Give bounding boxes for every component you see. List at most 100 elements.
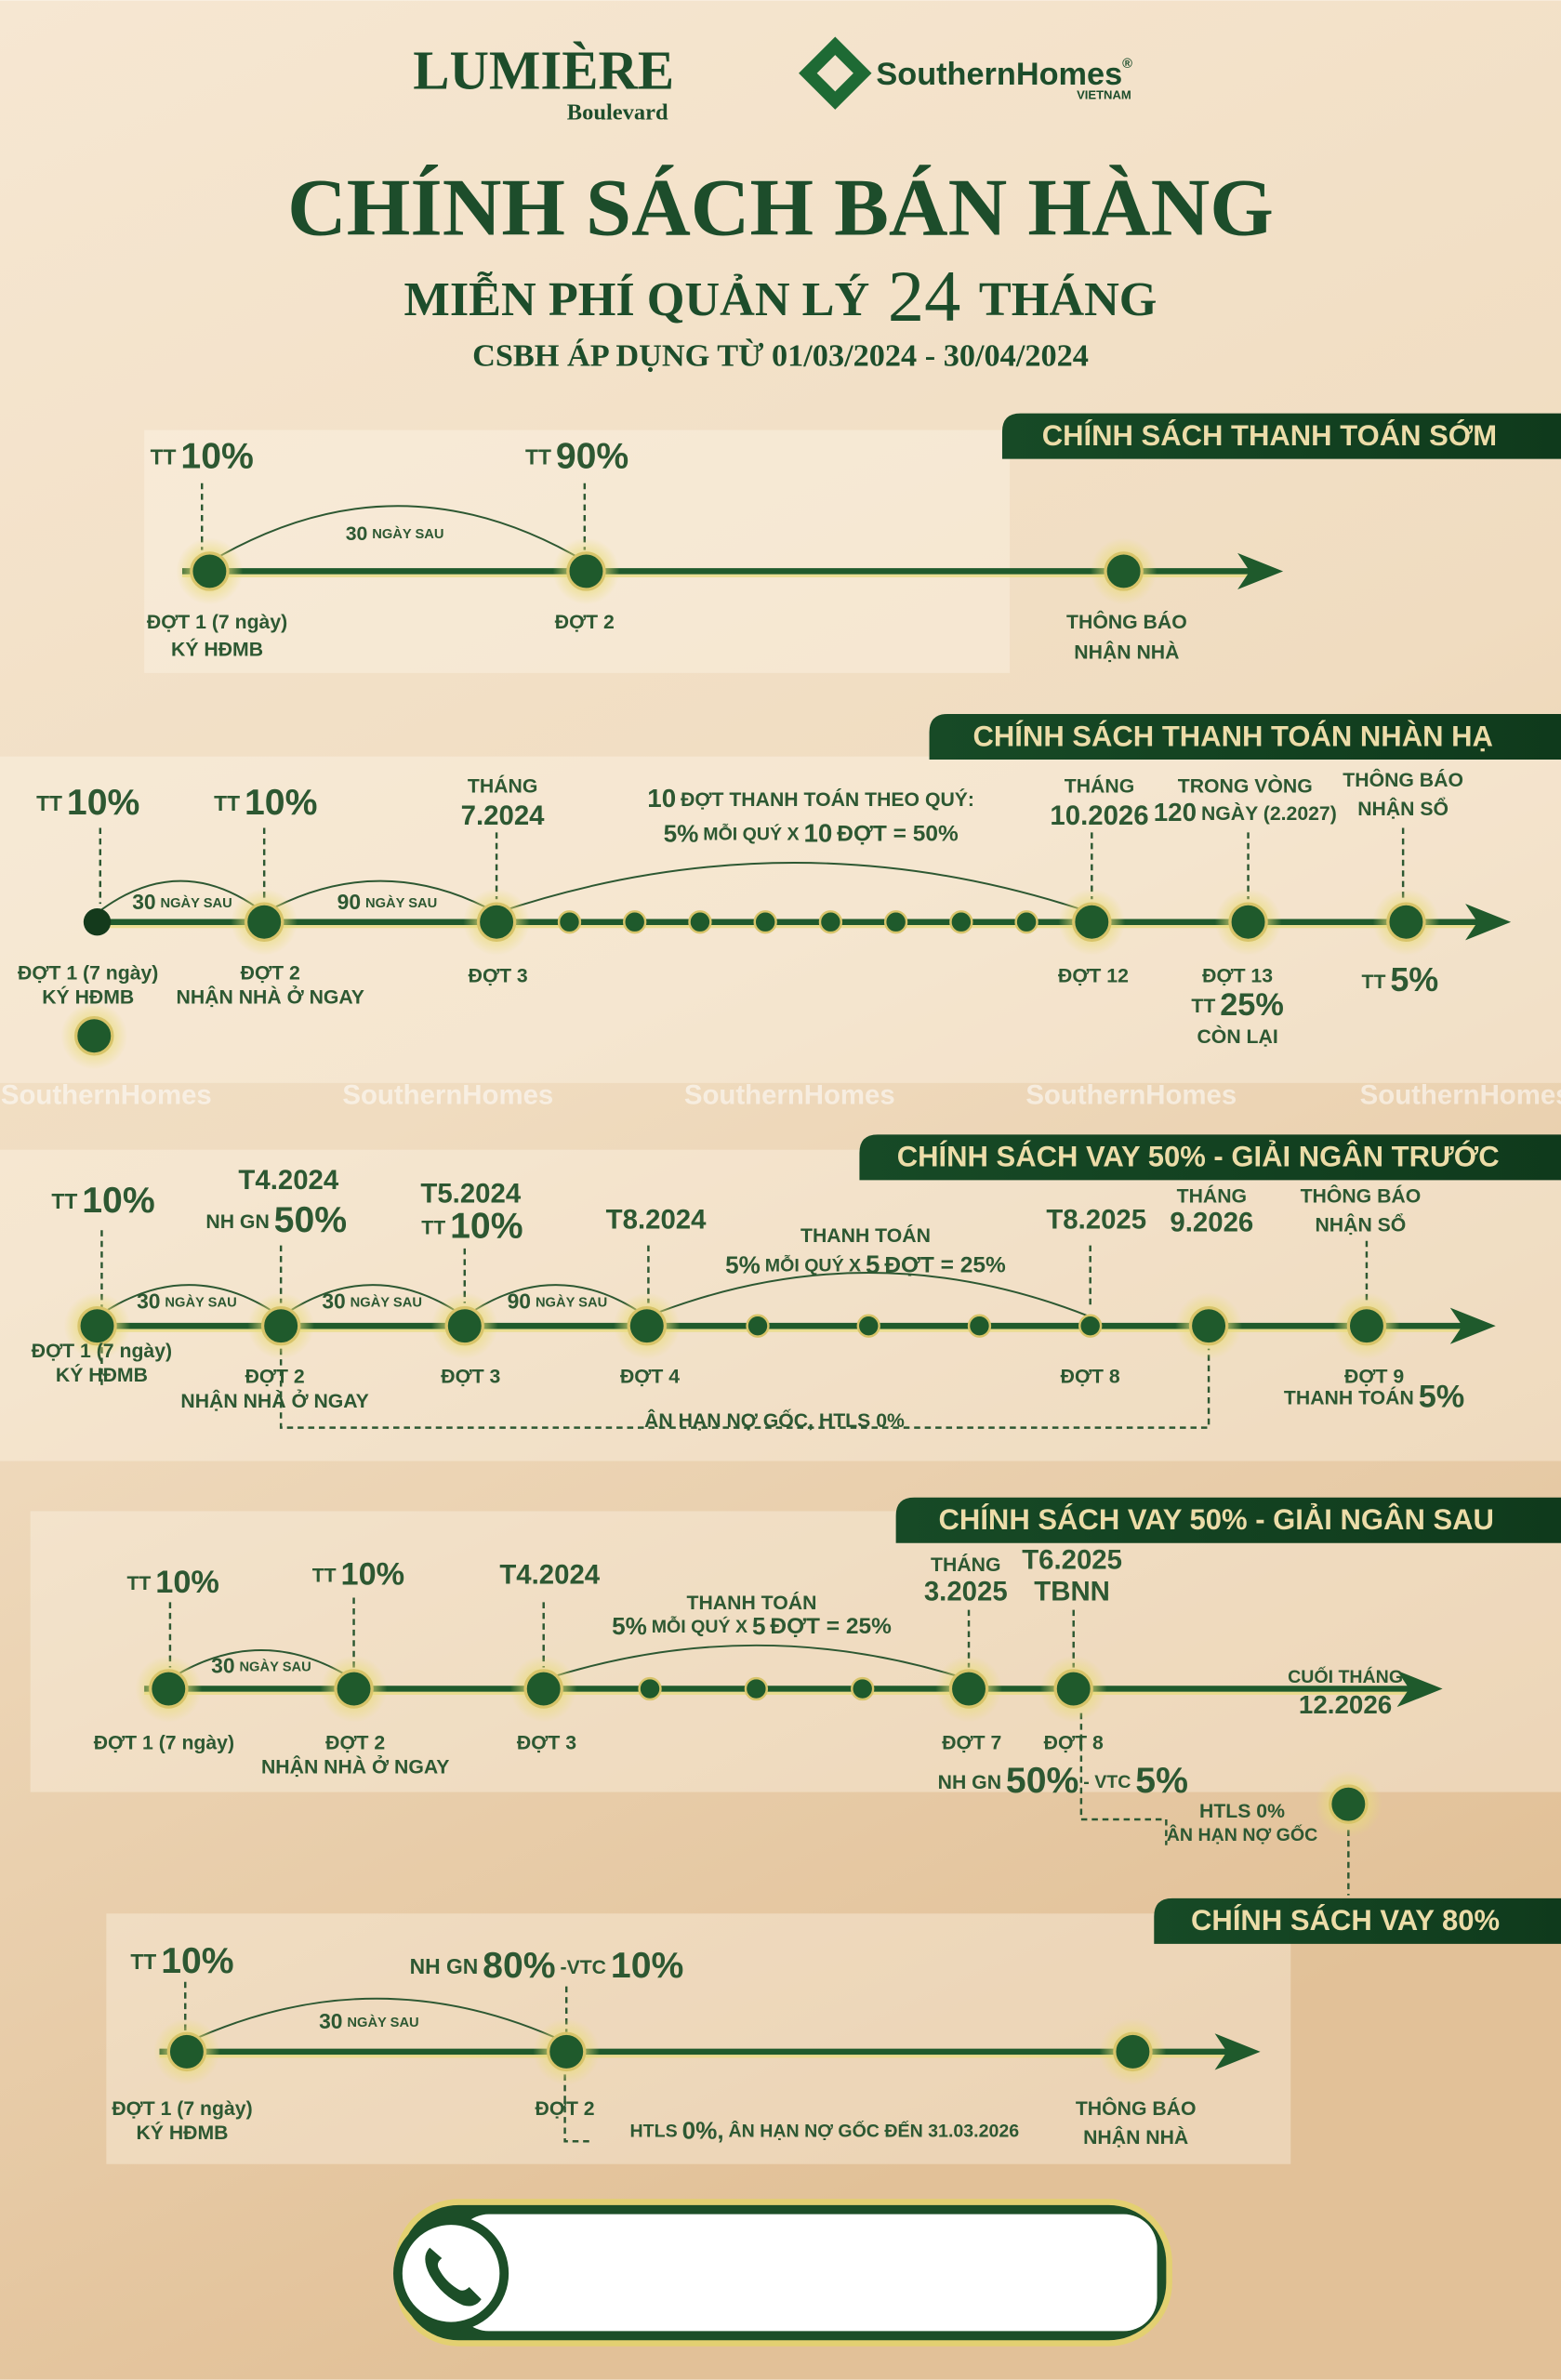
arc bbox=[208, 505, 587, 563]
label: 3.2025 bbox=[924, 1576, 1008, 1606]
label-part: NGÀY SAU bbox=[351, 1295, 422, 1311]
node bbox=[444, 1305, 485, 1346]
label: THÔNG BÁO bbox=[1066, 610, 1187, 633]
label-part: NHẬN NHÀ bbox=[1074, 640, 1179, 663]
label: THÁNG bbox=[468, 774, 537, 797]
label-part: KÝ HĐMB bbox=[171, 637, 263, 660]
small-node bbox=[856, 1314, 880, 1338]
label: T8.2024 bbox=[606, 1204, 707, 1235]
label-part: THANH TOÁN bbox=[687, 1591, 817, 1614]
section-card bbox=[106, 1913, 1291, 2164]
small-node bbox=[949, 910, 973, 934]
node bbox=[627, 1305, 668, 1346]
label: 30 NGÀY SAU bbox=[319, 2009, 419, 2033]
label: NHẬN SỔ bbox=[1357, 796, 1449, 819]
label: ĐỢT 1 (7 ngày) bbox=[112, 2098, 252, 2120]
small-node bbox=[746, 1314, 770, 1338]
label-part: NHẬN NHÀ bbox=[1083, 2125, 1188, 2149]
label-part: TT bbox=[51, 1189, 77, 1213]
label-part: MỖI QUÝ X bbox=[765, 1254, 861, 1276]
label-part: HTLS 0% bbox=[1199, 1800, 1285, 1821]
label: ÂN HẠN NỢ GỐC, HTLS 0% bbox=[644, 1408, 905, 1432]
label-part: ĐỢT 9 bbox=[1344, 1366, 1404, 1387]
label-part: ĐỢT = 25% bbox=[884, 1253, 1006, 1278]
label: TT 90% bbox=[525, 437, 628, 477]
label-part: 50% bbox=[1006, 1761, 1078, 1801]
label: THÔNG BÁO bbox=[1076, 2096, 1197, 2120]
small-node bbox=[557, 910, 582, 934]
label-part: 10% bbox=[341, 1557, 405, 1593]
label: KÝ HĐMB bbox=[42, 985, 134, 1008]
node bbox=[1228, 902, 1268, 942]
node bbox=[1113, 2031, 1153, 2072]
label: ĐỢT 2 bbox=[536, 2098, 595, 2120]
label-part: 10% bbox=[67, 783, 139, 823]
arc bbox=[543, 1644, 970, 1681]
period: CSBH ÁP DỤNG TỪ 01/03/2024 - 30/04/2024 bbox=[472, 338, 1089, 374]
partner-sub: VIETNAM bbox=[1077, 88, 1131, 102]
label-part: 10% bbox=[450, 1207, 523, 1247]
label-part: NGÀY SAU bbox=[161, 895, 232, 911]
label-part: ĐỢT = 50% bbox=[837, 822, 959, 847]
label-part: NGÀY SAU bbox=[239, 1659, 311, 1675]
node bbox=[166, 2031, 207, 2072]
small-node bbox=[1078, 1314, 1103, 1338]
node bbox=[476, 902, 517, 942]
section-title: CHÍNH SÁCH VAY 80% bbox=[1191, 1904, 1500, 1937]
label: TBNN bbox=[1034, 1576, 1110, 1606]
label: THÁNG bbox=[1065, 774, 1134, 797]
label-part: 30 bbox=[319, 2009, 342, 2033]
label-part: 9.2026 bbox=[1170, 1208, 1253, 1238]
section-title: CHÍNH SÁCH THANH TOÁN NHÀN HẠ bbox=[973, 720, 1493, 752]
label: THÔNG BÁO bbox=[1301, 1183, 1422, 1207]
label-part: ĐỢT 7 bbox=[942, 1732, 1001, 1753]
label: ĐỢT 2 bbox=[245, 1366, 305, 1387]
timeline-arrow bbox=[1465, 904, 1512, 941]
label-part: THÔNG BÁO bbox=[1343, 767, 1463, 790]
label: ĐỢT 1 (7 ngày) bbox=[147, 612, 287, 633]
label: NH GN 50% - VTC 5% bbox=[938, 1761, 1188, 1801]
label-part: ÂN HẠN NỢ GỐC, HTLS 0% bbox=[644, 1408, 905, 1432]
label: TT 5% bbox=[1361, 961, 1438, 999]
brand-sub: Boulevard bbox=[567, 99, 668, 125]
label: TT 10% bbox=[214, 783, 317, 823]
partner: SouthernHomes® bbox=[876, 57, 1132, 92]
label: NHẬN NHÀ Ở NGAY bbox=[180, 1388, 368, 1411]
label-part: ĐỢT 1 (7 ngày) bbox=[18, 962, 158, 984]
label-part: 5 bbox=[866, 1250, 880, 1279]
label-part: -VTC bbox=[561, 1957, 607, 1978]
subtitle-num: 24 bbox=[888, 256, 960, 337]
label-part: TT bbox=[151, 445, 177, 469]
label-part: 5% bbox=[725, 1250, 761, 1278]
subtitle: MIỄN PHÍ QUẢN LÝ 24 THÁNG bbox=[404, 256, 1158, 337]
label-part: 5% bbox=[1390, 961, 1438, 999]
watermark: SouthernHomes bbox=[342, 1079, 553, 1110]
section-banner bbox=[895, 1497, 1561, 1543]
label: TRONG VÒNG bbox=[1178, 774, 1313, 797]
label-part: ĐỢT THANH TOÁN THEO QUÝ: bbox=[681, 787, 974, 811]
label-part: T4.2024 bbox=[238, 1165, 338, 1196]
section-banner bbox=[929, 713, 1561, 760]
label-part: TT bbox=[214, 791, 240, 815]
contact-box bbox=[393, 2199, 1172, 2347]
label-part: NHẬN SỔ bbox=[1357, 796, 1449, 819]
label-part: KÝ HĐMB bbox=[136, 2121, 228, 2144]
label-part: NH GN bbox=[205, 1211, 269, 1233]
label-part: NHẬN NHÀ Ở NGAY bbox=[177, 985, 364, 1008]
label: THÁNG bbox=[1177, 1183, 1247, 1207]
arc bbox=[263, 879, 497, 914]
label-part: 90% bbox=[556, 437, 628, 477]
label-part: 10 bbox=[647, 784, 676, 813]
label: THÁNG bbox=[931, 1553, 1000, 1576]
label: T8.2025 bbox=[1046, 1204, 1146, 1235]
label-part: ĐỢT 3 bbox=[517, 1732, 576, 1753]
small-node bbox=[883, 910, 908, 934]
subtitle-b: THÁNG bbox=[979, 272, 1158, 326]
label-part: 0%, bbox=[682, 2116, 724, 2144]
node bbox=[1053, 1669, 1093, 1709]
label-part: ĐỢT 2 bbox=[325, 1732, 385, 1753]
